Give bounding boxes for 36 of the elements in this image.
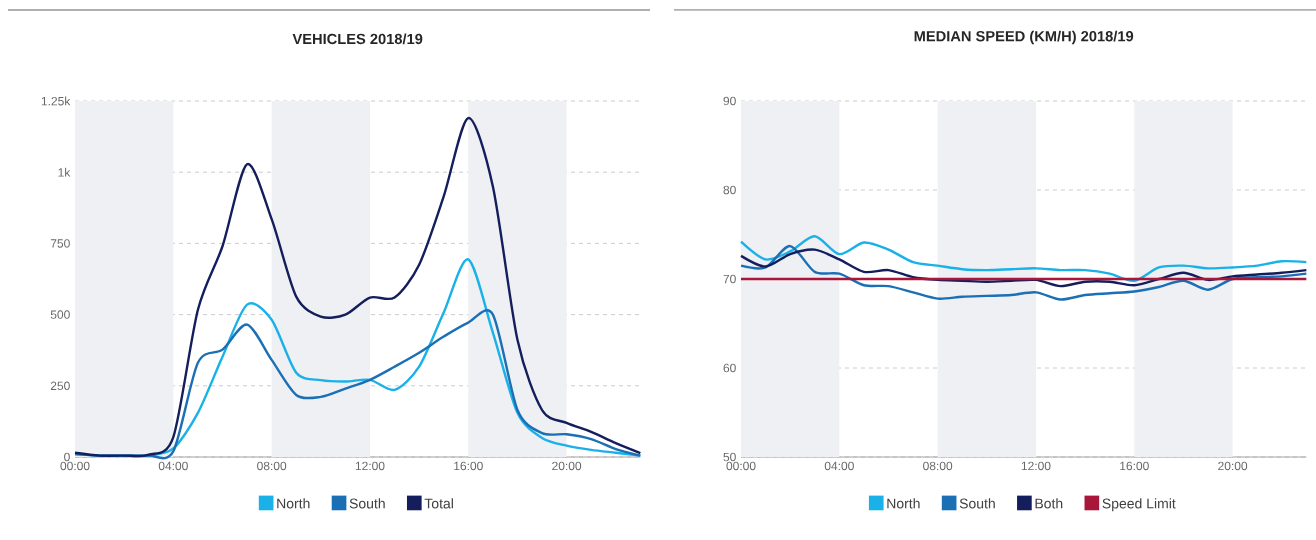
x-tick-label: 04:00 bbox=[824, 461, 854, 471]
y-tick-label: 60 bbox=[723, 363, 736, 373]
legend-label: Total bbox=[424, 498, 453, 509]
x-tick-label: 04:00 bbox=[158, 461, 188, 471]
legend-label: North bbox=[887, 498, 920, 509]
line-series bbox=[73, 116, 642, 458]
line-series bbox=[739, 248, 1308, 288]
y-tick-label: 1k bbox=[58, 167, 71, 177]
chart-title: VEHICLES 2018/19 bbox=[292, 33, 423, 45]
y-tick-label: 80 bbox=[723, 185, 736, 195]
x-tick-label: 08:00 bbox=[257, 461, 287, 471]
x-tick-label: 16:00 bbox=[454, 461, 483, 471]
x-tick-label: 20:00 bbox=[552, 461, 582, 471]
legend-label: Speed Limit bbox=[1102, 498, 1176, 512]
chart-title: MEDIAN SPEED (KM/H) 2018/19 bbox=[914, 30, 1134, 45]
y-tick-label: 0 bbox=[64, 452, 70, 462]
x-tick-label: 12:00 bbox=[355, 461, 385, 471]
legend-label: South bbox=[349, 498, 385, 509]
y-tick-label: 90 bbox=[723, 96, 736, 106]
y-tick-label: 250 bbox=[50, 381, 70, 391]
x-tick-label: 00:00 bbox=[60, 461, 90, 471]
x-tick-label: 00:00 bbox=[726, 461, 756, 471]
y-tick-label: 50 bbox=[723, 452, 736, 462]
x-tick-label: 12:00 bbox=[1021, 461, 1051, 471]
line-series bbox=[739, 244, 1308, 301]
x-tick-label: 20:00 bbox=[1218, 461, 1248, 471]
y-tick-label: 1.25k bbox=[41, 96, 71, 106]
x-tick-label: 16:00 bbox=[1120, 461, 1149, 471]
y-tick-label: 750 bbox=[50, 239, 70, 248]
x-tick-label: 08:00 bbox=[923, 461, 953, 471]
line-series bbox=[739, 235, 1308, 282]
legend-label: North bbox=[277, 498, 310, 509]
legend-label: Both bbox=[1035, 498, 1063, 509]
y-tick-label: 70 bbox=[723, 274, 736, 284]
legend-label: South bbox=[959, 498, 995, 509]
y-tick-label: 500 bbox=[50, 310, 70, 319]
